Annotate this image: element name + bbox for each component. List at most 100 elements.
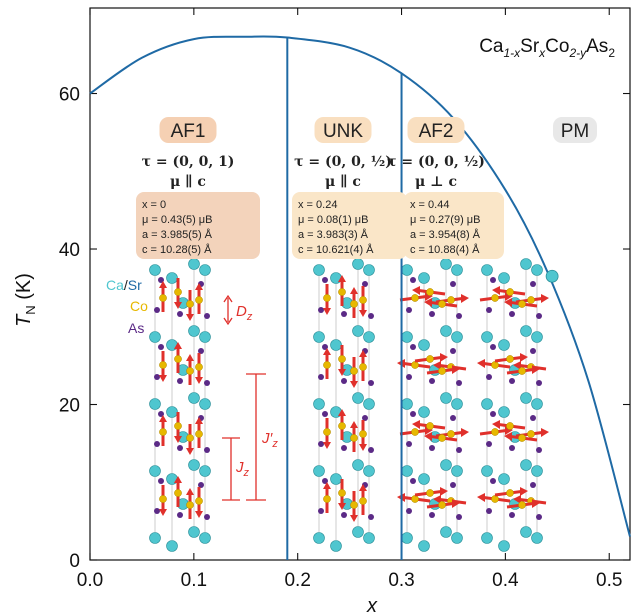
co-atom xyxy=(186,367,194,375)
ca-sr-atom xyxy=(520,526,532,538)
as-atom xyxy=(341,512,347,518)
moment-arrow-head xyxy=(504,432,512,441)
as-atom xyxy=(154,441,160,447)
parameter-line: a = 3.985(5) Å xyxy=(142,228,213,241)
co-atom xyxy=(506,288,514,296)
co-atom xyxy=(491,428,499,436)
as-atom xyxy=(486,508,492,514)
as-atom xyxy=(490,344,496,350)
co-atom xyxy=(159,294,167,302)
as-atom xyxy=(158,277,164,283)
parameter-line: c = 10.621(4) Å xyxy=(298,243,374,256)
moment-arrow-head xyxy=(186,314,194,321)
co-atom xyxy=(359,296,367,304)
x-tick-label: 0.1 xyxy=(181,570,207,591)
ca-sr-atom xyxy=(451,398,463,410)
as-atom xyxy=(490,411,496,417)
phase-label-af1: AF1 xyxy=(171,121,206,142)
as-atom xyxy=(318,307,324,313)
ca-sr-atom xyxy=(531,331,543,343)
chart-title: Ca1-xSrxCo2-yAs2 xyxy=(479,36,615,60)
ca-sr-atom xyxy=(166,406,178,418)
moment-arrow-head xyxy=(504,298,512,307)
ca-sr-atom xyxy=(498,272,510,284)
ca-sr-atom xyxy=(481,532,493,544)
co-atom xyxy=(350,300,358,308)
series-layer xyxy=(89,35,631,560)
co-atom xyxy=(491,294,499,302)
co-atom xyxy=(491,361,499,369)
ca-sr-atom xyxy=(451,331,463,343)
as-atom xyxy=(450,348,456,354)
as-atom xyxy=(530,281,536,287)
ca-sr-atom xyxy=(418,473,430,485)
crystal-structure-3 xyxy=(397,258,469,552)
ca-sr-atom xyxy=(313,331,325,343)
ca-sr-atom xyxy=(363,465,375,477)
co-atom xyxy=(491,495,499,503)
ca-sr-atom xyxy=(440,459,452,471)
ca-sr-atom xyxy=(313,264,325,276)
phase-pill-af1 xyxy=(159,117,217,143)
ca-sr-atom xyxy=(313,465,325,477)
parameter-line: x = 0 xyxy=(142,199,166,211)
ca-sr-atom xyxy=(188,258,200,270)
legend-as: As xyxy=(128,320,144,336)
parameter-line: x = 0.24 xyxy=(298,199,337,211)
ca-sr-atom xyxy=(498,406,510,418)
propagation-vector: τ = (0, 0, ½) xyxy=(294,154,392,170)
ca-sr-atom xyxy=(363,331,375,343)
co-atom xyxy=(438,367,446,375)
ca-sr-atom xyxy=(166,272,178,284)
ca-sr-atom xyxy=(199,465,211,477)
ca-sr-atom xyxy=(531,398,543,410)
moment-arrow-head xyxy=(323,482,331,489)
phase-pill-af2 xyxy=(407,117,465,143)
moment-arrow-head xyxy=(477,359,485,368)
ca-sr-atom xyxy=(440,392,452,404)
jz-bracket xyxy=(222,437,240,501)
labels-layer: Ca1-xSrxCo2-yAs2 AF1 τ = (0, 0, 1) μ ∥ c x =… xyxy=(106,36,615,501)
as-atom xyxy=(456,514,462,520)
x-tick-label: 0.4 xyxy=(492,570,519,591)
parameter-box xyxy=(404,192,504,259)
as-atom xyxy=(429,512,435,518)
co-atom xyxy=(174,355,182,363)
co-atom xyxy=(438,300,446,308)
ca-sr-atom xyxy=(451,264,463,276)
ca-sr-atom xyxy=(363,398,375,410)
y-tick-label: 60 xyxy=(59,85,80,106)
ca-sr-atom xyxy=(330,473,342,485)
moment-arrow-head xyxy=(174,342,182,349)
co-atom xyxy=(174,422,182,430)
moment-arrow-head xyxy=(513,361,521,370)
as-atom xyxy=(490,277,496,283)
parameter-line: μ = 0.08(1) μB xyxy=(298,214,368,226)
co-atom xyxy=(323,495,331,503)
moment-arrow-head xyxy=(452,499,460,508)
as-atom xyxy=(368,380,374,386)
moment-arrow-head xyxy=(541,428,549,437)
ca-sr-atom xyxy=(418,406,430,418)
moment-arrow-head xyxy=(532,365,540,374)
moment-arrow-head xyxy=(532,499,540,508)
phase-label-pm: PM xyxy=(561,121,590,142)
as-atom xyxy=(154,508,160,514)
moment-arrow-head xyxy=(159,281,167,288)
parameter-line: μ = 0.43(5) μB xyxy=(142,214,212,226)
ca-sr-atom xyxy=(188,392,200,404)
ca-sr-atom xyxy=(401,398,413,410)
ca-sr-atom xyxy=(352,526,364,538)
propagation-vector: τ = (0, 0, 1) xyxy=(142,154,235,170)
as-atom xyxy=(341,445,347,451)
ca-sr-atom xyxy=(498,473,510,485)
as-atom xyxy=(322,344,328,350)
propagation-vector: τ = (0, 0, ½) xyxy=(387,154,485,170)
co-atom xyxy=(174,489,182,497)
moment-arrow-head xyxy=(350,287,358,294)
moment-arrow-head xyxy=(359,444,367,451)
ca-sr-atom xyxy=(166,540,178,552)
as-atom xyxy=(406,307,412,313)
as-atom xyxy=(536,380,542,386)
parameter-line: a = 3.983(3) Å xyxy=(298,228,369,241)
